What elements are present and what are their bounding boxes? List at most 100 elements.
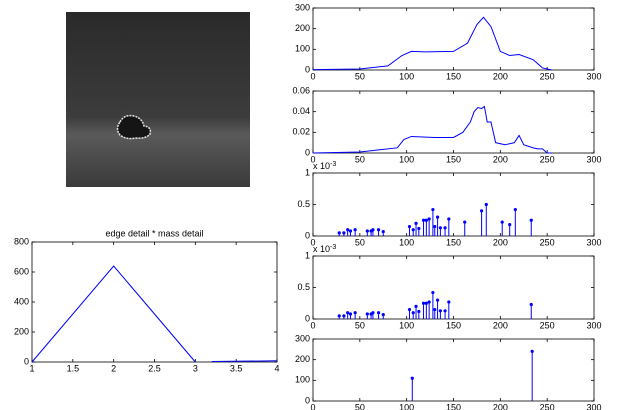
plot-area (312, 172, 595, 237)
x-tick-label: 0 (310, 402, 315, 410)
multiplier-exponent: -3 (330, 244, 336, 251)
x-tick-label: 250 (540, 237, 555, 247)
x-tick-label: 0 (310, 237, 315, 247)
x-tick-label: 150 (446, 154, 461, 164)
stem-marker (346, 311, 350, 315)
data-line (31, 265, 278, 363)
axis-multiplier: x 10-3 (313, 161, 336, 172)
stem-marker (438, 309, 442, 313)
stem-marker (381, 229, 385, 234)
stem-marker (421, 218, 426, 222)
stem-marker (414, 221, 418, 225)
subplot: 0 50 100 150 200 250 300 0 100 200 300 (295, 2, 602, 81)
x-tick-label: 200 (493, 154, 508, 164)
y-tick-label: 100 (295, 44, 310, 54)
y-tick-label: 0.04 (292, 106, 310, 116)
y-tick-label: 0.5 (297, 282, 310, 292)
y-tick-label: 0 (305, 147, 310, 157)
plot-area (312, 338, 595, 402)
plot-area (31, 241, 278, 363)
stem-marker (530, 349, 534, 353)
y-tick-label: 0 (305, 313, 310, 323)
x-tick-label: 1.5 (67, 363, 80, 373)
stem-marker (438, 226, 442, 230)
stem-marker (431, 207, 435, 212)
x-tick-label: 2 (111, 363, 116, 373)
multiplier-base: x 10 (313, 161, 330, 171)
x-tick-label: 300 (586, 71, 601, 81)
stem-marker (427, 300, 431, 304)
stem-marker (417, 309, 421, 314)
x-tick-label: 1 (29, 363, 34, 373)
subplot: 0 50 100 150 200 250 300 0 0.02 0.04 0.06 (292, 85, 601, 164)
stem-marker (365, 312, 369, 316)
stem-marker (353, 228, 357, 232)
x-tick-label: 3 (193, 363, 198, 373)
x-tick-label: 300 (586, 154, 601, 164)
x-tick-label: 200 (493, 320, 508, 330)
y-tick-label: 200 (295, 354, 310, 364)
x-tick-label: 50 (355, 71, 365, 81)
stem-marker (411, 228, 415, 232)
x-tick-label: 150 (446, 71, 461, 81)
stem-marker (381, 312, 385, 317)
stem-marker (410, 376, 414, 380)
stem-marker (433, 224, 437, 229)
x-tick-label: 150 (446, 402, 461, 410)
x-tick-label: 250 (540, 320, 555, 330)
y-tick-label: 0 (305, 64, 310, 74)
y-tick-label: 400 (14, 296, 29, 306)
x-tick-label: 150 (446, 237, 461, 247)
x-tick-label: 2.5 (148, 363, 161, 373)
y-tick-label: 200 (295, 23, 310, 33)
y-tick-label: 600 (14, 266, 29, 276)
x-tick-label: 200 (493, 71, 508, 81)
stem-marker (447, 217, 451, 221)
chart-title: edge detail * mass detail (105, 228, 203, 238)
x-tick-label: 100 (399, 320, 414, 330)
stem-marker (463, 220, 467, 224)
x-tick-label: 3.5 (230, 363, 243, 373)
x-tick-label: 200 (493, 402, 508, 410)
stem-marker (376, 311, 381, 315)
y-tick-label: 100 (295, 375, 310, 385)
x-tick-label: 200 (493, 237, 508, 247)
y-tick-label: 1 (305, 250, 310, 260)
image (66, 12, 250, 187)
data-line (312, 105, 552, 154)
x-tick-label: 50 (355, 320, 365, 330)
stem-marker (424, 218, 428, 222)
plot-area (312, 7, 595, 71)
stem-marker (342, 231, 346, 235)
stem-marker (529, 218, 533, 222)
y-tick-label: 200 (14, 326, 29, 336)
stem-marker (348, 229, 353, 233)
stem-marker (346, 228, 350, 232)
y-tick-label: 300 (295, 333, 310, 343)
stem-marker (443, 309, 447, 313)
stem-marker (508, 223, 512, 227)
y-tick-label: 0.06 (292, 85, 310, 95)
x-tick-label: 50 (355, 154, 365, 164)
stem-marker (414, 304, 418, 308)
stem-marker (443, 226, 447, 230)
stem-marker (342, 314, 346, 318)
stem-marker (500, 220, 504, 224)
x-tick-label: 300 (586, 320, 601, 330)
y-tick-label: 800 (14, 236, 29, 246)
subplot: 1 1.5 2 2.5 3 3.5 4 0 200 400 600 800 edge detail * … (14, 228, 280, 373)
plot-area (312, 255, 595, 320)
stem-marker (480, 209, 484, 213)
stem-marker (353, 311, 357, 315)
subplot: 0 50 100 150 200 250 300 0 100 200 300 (295, 333, 602, 410)
multiplier-base: x 10 (313, 244, 330, 254)
plot-area (312, 90, 595, 154)
stem-marker (484, 202, 488, 207)
y-tick-label: 1 (305, 167, 310, 177)
stem-marker (337, 231, 341, 235)
stem-marker (513, 207, 517, 212)
x-tick-label: 100 (399, 237, 414, 247)
x-tick-label: 250 (540, 71, 555, 81)
